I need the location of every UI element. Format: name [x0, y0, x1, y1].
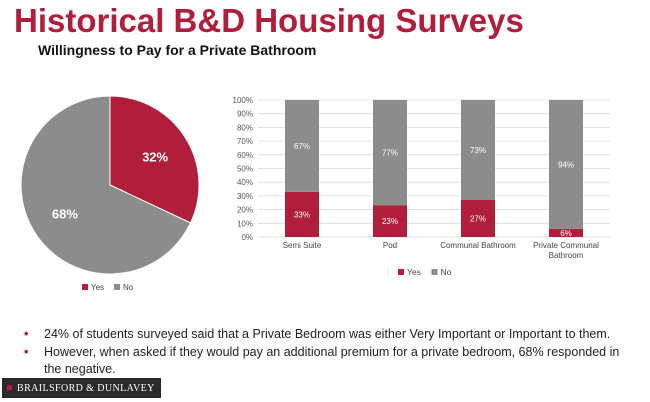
bullet-text: 24% of students surveyed said that a Pri…: [44, 327, 611, 341]
bullet-item: • 24% of students surveyed said that a P…: [18, 326, 638, 343]
bar-segment-no: [373, 100, 407, 206]
pie-slice-no: [20, 95, 192, 275]
bar-data-label: 67%: [294, 142, 310, 151]
bar-data-label: 33%: [294, 210, 310, 219]
legend-label-no: No: [441, 267, 452, 277]
bar-segment-no: [285, 100, 319, 192]
y-tick-label: 10%: [237, 219, 253, 228]
y-tick-label: 90%: [237, 110, 253, 119]
x-tick-label: Communal Bathroom: [440, 241, 516, 250]
bar-segment-yes: [461, 200, 495, 237]
company-logo: ■ BRAILSFORD & DUNLAVEY: [2, 378, 161, 398]
bullet-list: • 24% of students surveyed said that a P…: [18, 326, 638, 378]
bar-data-label: 94%: [558, 160, 574, 169]
bullet-icon: •: [24, 345, 29, 359]
bar-data-label: 23%: [382, 217, 398, 226]
y-tick-label: 60%: [237, 151, 253, 160]
bar-data-label: 73%: [470, 146, 486, 155]
bar-data-label: 6%: [560, 229, 572, 238]
legend-swatch-no: [114, 284, 120, 290]
x-tick-label: Pod: [383, 241, 397, 250]
y-tick-label: 70%: [237, 137, 253, 146]
bar-data-label: 27%: [470, 215, 486, 224]
bullet-item: • However, when asked if they would pay …: [18, 344, 638, 378]
legend-swatch-yes: [82, 284, 88, 290]
bar-data-label: 77%: [382, 149, 398, 158]
bar-segment-no: [461, 100, 495, 201]
y-tick-label: 80%: [237, 123, 253, 132]
slide-title: Historical B&D Housing Surveys: [14, 2, 524, 39]
x-tick-label: Semi Suite: [283, 241, 322, 250]
pie-data-label: 68%: [52, 207, 78, 222]
bar-segment-yes: [285, 191, 319, 237]
bar-segment-yes: [549, 228, 583, 237]
bullet-icon: •: [24, 327, 29, 341]
legend-swatch-yes: [398, 269, 404, 275]
y-tick-label: 0%: [241, 233, 253, 242]
slide-subtitle: Willingness to Pay for a Private Bathroo…: [38, 42, 317, 58]
pie-data-label: 32%: [142, 149, 168, 164]
logo-mark-icon: ■: [6, 382, 14, 394]
y-tick-label: 30%: [237, 192, 253, 201]
pie-slice-yes: [109, 95, 200, 224]
y-tick-label: 100%: [233, 96, 253, 105]
legend-swatch-no: [431, 269, 438, 275]
bar-segment-no: [549, 100, 583, 229]
y-tick-label: 50%: [237, 165, 253, 174]
legend-label-no: No: [123, 283, 134, 292]
bullet-text: However, when asked if they would pay an…: [44, 345, 620, 376]
x-tick-label: Private Communal: [533, 241, 599, 250]
y-tick-label: 40%: [237, 178, 253, 187]
logo-text: BRAILSFORD & DUNLAVEY: [17, 382, 155, 394]
bar-segment-yes: [373, 205, 407, 237]
legend-label-yes: Yes: [407, 267, 421, 277]
x-tick-label: Bathroom: [549, 251, 584, 260]
y-tick-label: 20%: [237, 206, 253, 215]
legend-label-yes: Yes: [91, 283, 104, 292]
